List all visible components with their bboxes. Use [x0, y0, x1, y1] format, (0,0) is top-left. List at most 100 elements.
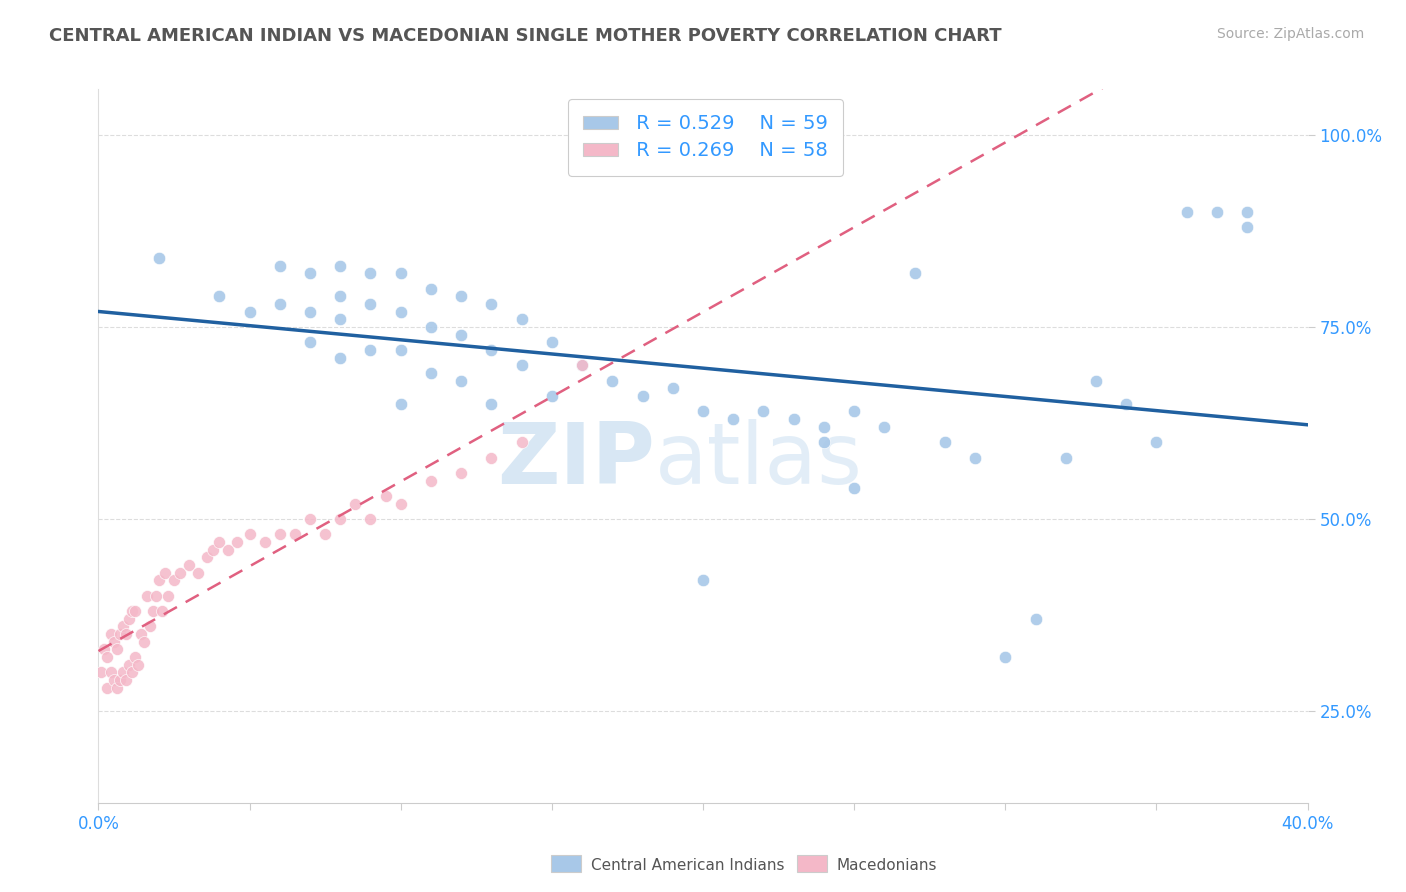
- Point: [510, 435, 533, 450]
- Point: [299, 266, 322, 280]
- Point: [571, 359, 593, 373]
- Point: [121, 604, 143, 618]
- Point: [450, 466, 472, 480]
- Bar: [797, 855, 827, 872]
- Point: [195, 550, 218, 565]
- Point: [1085, 374, 1108, 388]
- Point: [344, 497, 367, 511]
- Point: [100, 627, 122, 641]
- Point: [934, 435, 956, 450]
- Point: [450, 327, 472, 342]
- Point: [148, 574, 170, 588]
- Point: [239, 304, 262, 318]
- Point: [208, 535, 231, 549]
- Point: [299, 512, 322, 526]
- Point: [360, 343, 382, 357]
- Text: Source: ZipAtlas.com: Source: ZipAtlas.com: [1216, 27, 1364, 41]
- Point: [360, 512, 382, 526]
- Point: [139, 619, 162, 633]
- Point: [208, 289, 231, 303]
- Text: atlas: atlas: [655, 418, 863, 502]
- Point: [103, 634, 125, 648]
- Point: [1206, 205, 1229, 219]
- Point: [752, 404, 775, 418]
- Point: [150, 604, 173, 618]
- Point: [360, 297, 382, 311]
- Point: [329, 512, 352, 526]
- Point: [329, 259, 352, 273]
- Point: [450, 374, 472, 388]
- Point: [100, 665, 122, 680]
- Text: Macedonians: Macedonians: [837, 858, 936, 872]
- Point: [481, 297, 503, 311]
- Point: [96, 650, 118, 665]
- Point: [108, 627, 131, 641]
- Point: [389, 497, 412, 511]
- Text: ZIP: ZIP: [496, 418, 655, 502]
- Point: [1144, 435, 1167, 450]
- Point: [510, 312, 533, 326]
- Point: [129, 627, 152, 641]
- Point: [329, 351, 352, 365]
- Point: [145, 589, 167, 603]
- Point: [179, 558, 201, 572]
- Point: [1054, 450, 1077, 465]
- Point: [111, 665, 134, 680]
- Point: [153, 566, 176, 580]
- Point: [90, 665, 112, 680]
- Point: [1024, 612, 1046, 626]
- Text: Central American Indians: Central American Indians: [591, 858, 785, 872]
- Point: [510, 359, 533, 373]
- Point: [360, 266, 382, 280]
- Point: [420, 282, 443, 296]
- Point: [118, 612, 141, 626]
- Point: [844, 481, 866, 495]
- Point: [994, 650, 1017, 665]
- Point: [114, 673, 136, 687]
- Point: [135, 589, 157, 603]
- Point: [420, 474, 443, 488]
- Point: [124, 604, 146, 618]
- Point: [253, 535, 276, 549]
- Point: [269, 259, 291, 273]
- Point: [481, 397, 503, 411]
- Point: [389, 304, 412, 318]
- Point: [124, 650, 146, 665]
- Point: [873, 419, 896, 434]
- Point: [723, 412, 745, 426]
- Point: [148, 251, 170, 265]
- Point: [1175, 205, 1198, 219]
- Point: [114, 627, 136, 641]
- Point: [389, 343, 412, 357]
- Bar: [551, 855, 581, 872]
- Point: [226, 535, 249, 549]
- Point: [269, 527, 291, 541]
- Point: [96, 681, 118, 695]
- Point: [269, 297, 291, 311]
- Point: [783, 412, 806, 426]
- Point: [540, 389, 562, 403]
- Point: [314, 527, 336, 541]
- Point: [389, 397, 412, 411]
- Point: [187, 566, 209, 580]
- Point: [631, 389, 654, 403]
- Point: [844, 404, 866, 418]
- Point: [481, 343, 503, 357]
- Point: [217, 542, 239, 557]
- Point: [420, 320, 443, 334]
- Point: [661, 381, 683, 395]
- Point: [965, 450, 987, 465]
- Point: [93, 642, 115, 657]
- Point: [142, 604, 165, 618]
- Point: [108, 673, 131, 687]
- Point: [329, 312, 352, 326]
- Point: [299, 304, 322, 318]
- Point: [813, 435, 835, 450]
- Point: [105, 681, 128, 695]
- Point: [284, 527, 307, 541]
- Legend:  R = 0.529    N = 59,  R = 0.269    N = 58: R = 0.529 N = 59, R = 0.269 N = 58: [568, 99, 844, 176]
- Point: [1236, 205, 1258, 219]
- Point: [299, 335, 322, 350]
- Point: [111, 619, 134, 633]
- Point: [420, 366, 443, 380]
